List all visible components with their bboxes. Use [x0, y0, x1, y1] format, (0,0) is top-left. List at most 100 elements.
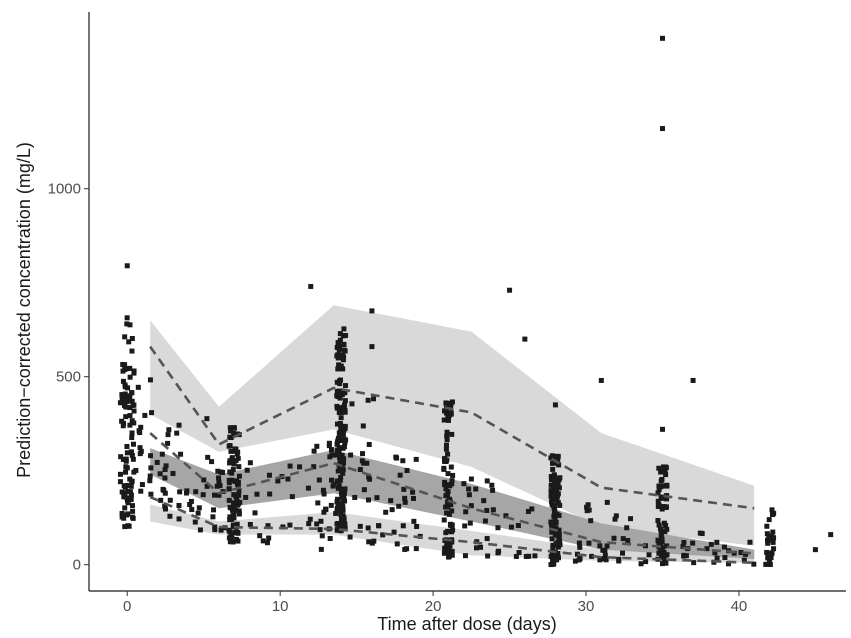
data-point — [443, 442, 449, 448]
data-point — [338, 424, 344, 430]
data-point — [339, 494, 345, 500]
data-point — [400, 523, 406, 529]
data-point — [257, 533, 263, 539]
data-point — [597, 557, 603, 563]
data-point — [336, 435, 342, 441]
data-point — [659, 545, 665, 551]
data-point — [127, 405, 133, 411]
data-point — [769, 550, 775, 556]
data-point — [341, 525, 347, 531]
data-point — [209, 459, 215, 465]
data-point — [441, 517, 447, 523]
data-point — [124, 495, 130, 501]
data-point — [189, 507, 195, 513]
data-point — [738, 550, 744, 556]
data-point — [315, 500, 321, 506]
data-point — [289, 494, 295, 500]
data-point — [658, 553, 664, 559]
data-point — [334, 499, 340, 505]
data-point — [228, 428, 234, 434]
data-point — [339, 409, 345, 415]
data-point — [125, 385, 131, 391]
data-point — [551, 502, 557, 508]
x-tick-label: 30 — [578, 598, 595, 615]
data-point — [119, 514, 125, 520]
data-point — [659, 506, 665, 512]
data-point — [311, 464, 317, 470]
data-point — [369, 344, 375, 350]
data-point — [231, 515, 237, 521]
data-point — [663, 504, 669, 510]
data-point — [771, 535, 777, 541]
data-point — [551, 505, 557, 511]
data-point — [314, 521, 320, 527]
upper-percentile-ci-band — [150, 305, 755, 546]
data-point — [468, 476, 474, 482]
data-point — [468, 503, 474, 509]
data-point — [638, 561, 644, 567]
data-point — [252, 510, 258, 516]
data-point — [413, 456, 419, 462]
data-point — [551, 455, 557, 461]
data-point — [215, 468, 221, 474]
data-point — [338, 415, 344, 421]
data-point — [550, 466, 556, 472]
data-point — [555, 481, 561, 487]
data-point — [128, 483, 134, 489]
data-point — [484, 478, 490, 484]
data-point — [306, 521, 312, 527]
data-point — [663, 472, 669, 478]
data-point — [341, 342, 347, 348]
data-point — [548, 455, 554, 461]
data-point — [195, 510, 201, 516]
data-point — [646, 552, 652, 558]
x-tick-label: 0 — [123, 598, 131, 615]
data-point — [336, 362, 342, 368]
data-point — [620, 550, 626, 556]
data-point — [663, 560, 669, 566]
data-point — [131, 402, 137, 408]
data-point — [656, 465, 662, 471]
data-point — [204, 483, 210, 489]
data-point — [555, 551, 561, 557]
data-point — [336, 483, 342, 489]
data-point — [683, 553, 689, 559]
data-point — [550, 521, 556, 527]
data-point — [118, 454, 124, 460]
data-point — [765, 555, 771, 561]
data-point — [444, 492, 450, 498]
data-point — [231, 461, 237, 467]
data-point — [659, 126, 665, 132]
data-point — [137, 451, 143, 457]
data-point — [147, 478, 153, 484]
data-point — [129, 398, 135, 404]
data-point — [447, 483, 453, 489]
data-point — [192, 519, 198, 525]
data-point — [656, 550, 662, 556]
data-point — [342, 498, 348, 504]
data-point — [446, 553, 452, 559]
data-point — [764, 537, 770, 543]
data-point — [129, 430, 135, 436]
data-point — [553, 556, 559, 562]
data-point — [131, 420, 137, 426]
data-point — [328, 502, 334, 508]
data-point — [216, 475, 222, 481]
y-axis-title: Prediction−corrected concentration (mg/L… — [14, 142, 34, 478]
data-point — [200, 492, 206, 498]
data-point — [576, 557, 582, 563]
data-point — [124, 263, 130, 269]
data-point — [770, 529, 776, 535]
data-point — [318, 518, 324, 524]
data-point — [414, 523, 420, 529]
data-point — [314, 443, 320, 449]
data-point — [690, 540, 696, 546]
data-point — [124, 315, 130, 321]
data-point — [201, 477, 207, 483]
data-point — [234, 496, 240, 502]
data-point — [340, 352, 346, 358]
data-point — [722, 555, 728, 561]
data-point — [128, 497, 134, 503]
data-point — [236, 473, 242, 479]
data-point — [444, 433, 450, 439]
